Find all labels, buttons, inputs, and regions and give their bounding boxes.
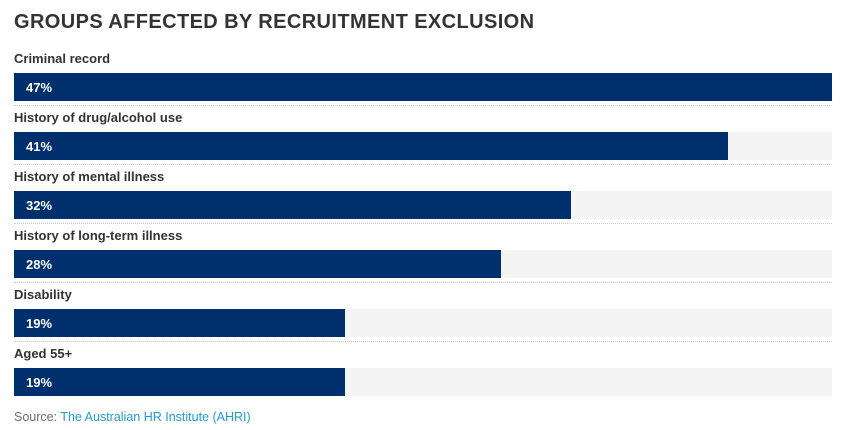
chart-row: Disability 19% xyxy=(14,287,832,342)
value-label: 19% xyxy=(26,315,53,331)
category-label: Aged 55+ xyxy=(14,346,73,361)
category-label: History of mental illness xyxy=(14,169,165,184)
chart-row: History of mental illness 32% xyxy=(14,169,832,224)
bar-fill: 19% xyxy=(14,309,345,337)
value-label: 47% xyxy=(26,79,53,95)
bar-track: 19% xyxy=(14,309,832,337)
bar-chart: Criminal record 47% History of drug/alco… xyxy=(14,51,832,396)
bar-fill: 41% xyxy=(14,132,728,160)
category-label: Disability xyxy=(14,287,72,302)
bar-fill: 47% xyxy=(14,73,832,101)
bar-fill: 19% xyxy=(14,368,345,396)
chart-row: History of long-term illness 28% xyxy=(14,228,832,283)
chart-row: Criminal record 47% xyxy=(14,51,832,106)
category-label: History of long-term illness xyxy=(14,228,183,243)
source-line: Source: The Australian HR Institute (AHR… xyxy=(14,410,832,424)
bar-fill: 32% xyxy=(14,191,571,219)
bar-track: 41% xyxy=(14,132,832,160)
bar-track: 19% xyxy=(14,368,832,396)
source-prefix: Source: xyxy=(14,410,61,424)
chart-row: History of drug/alcohol use 41% xyxy=(14,110,832,165)
bar-track: 32% xyxy=(14,191,832,219)
value-label: 41% xyxy=(26,138,53,154)
bar-track: 28% xyxy=(14,250,832,278)
value-label: 19% xyxy=(26,374,53,390)
category-label: History of drug/alcohol use xyxy=(14,110,183,125)
source-link[interactable]: The Australian HR Institute (AHRI) xyxy=(60,410,251,424)
chart-title: GROUPS AFFECTED BY RECRUITMENT EXCLUSION xyxy=(14,11,535,33)
bar-fill: 28% xyxy=(14,250,502,278)
bar-track: 47% xyxy=(14,73,832,101)
chart-row: Aged 55+ 19% xyxy=(14,346,832,396)
value-label: 32% xyxy=(26,197,53,213)
category-label: Criminal record xyxy=(14,51,111,66)
value-label: 28% xyxy=(26,256,53,272)
